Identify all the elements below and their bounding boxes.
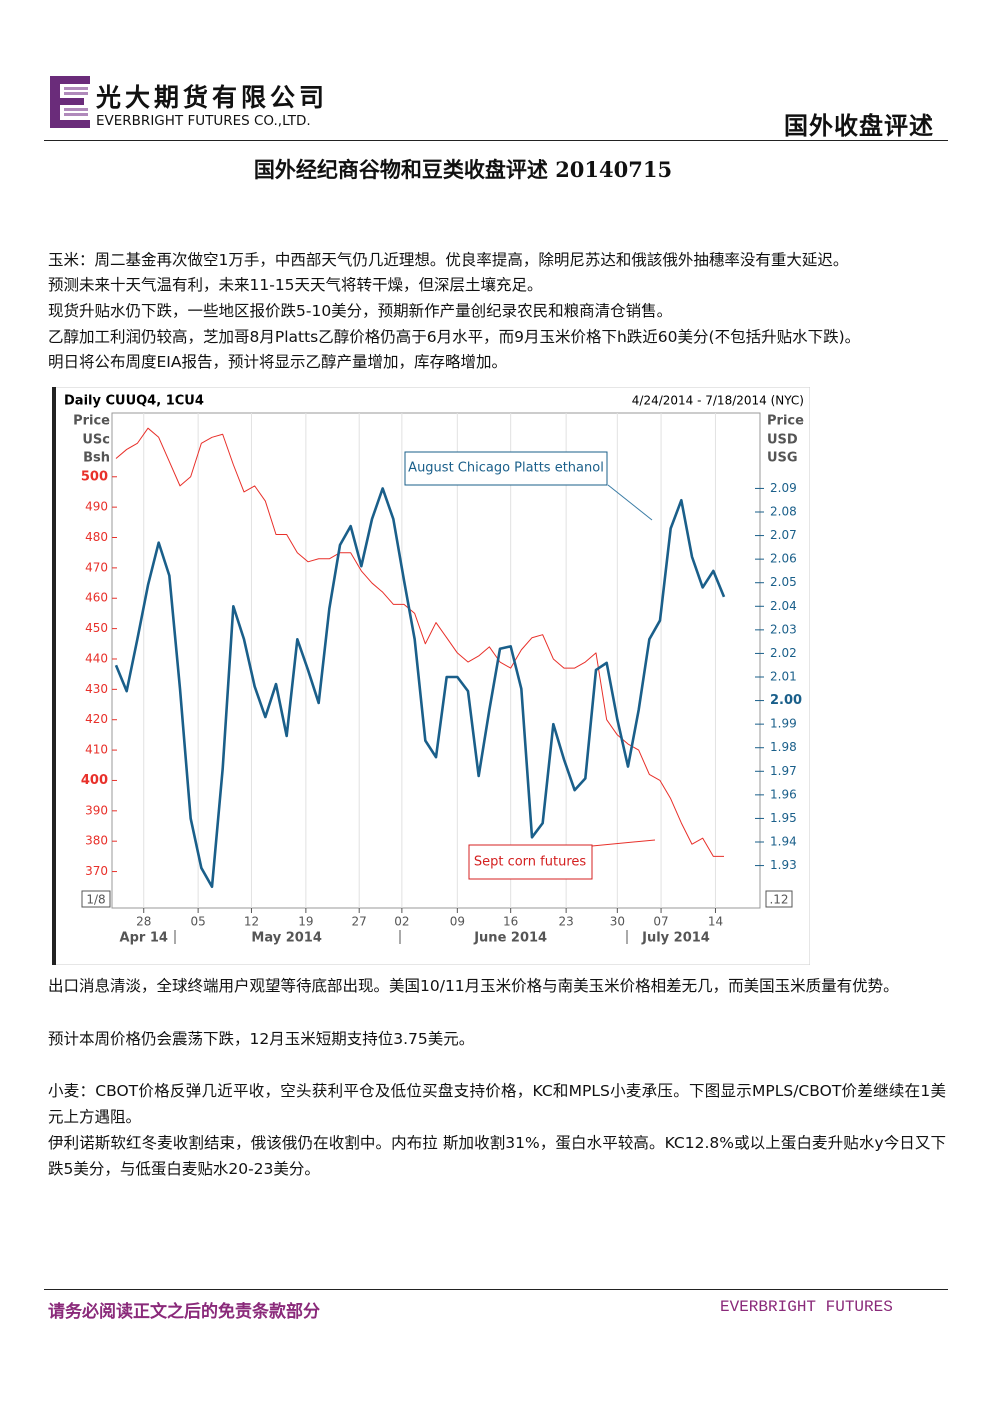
- paragraph: 出口消息清淡，全球终端用户观望等待底部出现。美国10/11月玉米价格与南美玉米价…: [48, 977, 899, 995]
- y-tick-label: 470: [85, 560, 108, 574]
- paragraph: 现货升贴水仍下跌，一些地区报价跌5-10美分，预期新作产量创纪录农民和粮商清仓销…: [48, 302, 673, 320]
- y-tick-label: 370: [85, 864, 108, 878]
- x-tick-label: 02: [394, 915, 409, 929]
- y2-tick-label: 2.04: [770, 599, 797, 613]
- y-tick-label: 430: [85, 682, 108, 696]
- y-tick-label: 480: [85, 530, 108, 544]
- x-tick-label: 30: [610, 915, 625, 929]
- y2-tick-label: 2.07: [770, 528, 797, 542]
- x-tick-label: 09: [450, 915, 465, 929]
- y-tick-label: 410: [85, 743, 108, 757]
- y-tick-label: 390: [85, 803, 108, 817]
- paragraph: 预计本周价格仍会震荡下跌，12月玉米短期支持位3.75美元。: [48, 1030, 475, 1048]
- chart-subtitle: 4/24/2014 - 7/18/2014 (NYC): [632, 394, 804, 408]
- paragraph: 伊利诺斯软红冬麦收割结束，俄该俄仍在收割中。内布拉 斯加收割31%，蛋白水平较高…: [48, 1134, 946, 1178]
- y-tick-label: 500: [81, 469, 108, 484]
- y2-tick-label: 1.93: [770, 858, 797, 872]
- y-label: USc: [82, 433, 110, 448]
- header-rule: [44, 140, 948, 141]
- month-label: June 2014: [473, 931, 547, 946]
- y2-tick-label: 2.08: [770, 505, 797, 519]
- paragraph: 小麦：CBOT价格反弹几近平收，空头获利平仓及低位买盘支持价格，KC和MPLS小…: [48, 1082, 946, 1126]
- doc-title: 国外经纪商谷物和豆类收盘评述 20140715: [253, 157, 673, 182]
- y2-tick-label: 2.05: [770, 575, 797, 589]
- x-tick-label: 07: [653, 915, 668, 929]
- y-tick-label: 400: [81, 773, 108, 788]
- x-tick-label: 19: [298, 915, 313, 929]
- y2-tick-label: 2.02: [770, 646, 797, 660]
- month-label: Apr 14: [120, 931, 168, 946]
- x-tick-label: 16: [503, 915, 518, 929]
- y2-label: USD: [767, 433, 798, 448]
- y2-tick-label: 1.99: [770, 717, 797, 731]
- paragraph: 预测未来十天气温有利，未来11-15天天气将转干燥，但深层土壤充足。: [48, 276, 543, 294]
- y-tick-label: 420: [85, 712, 108, 726]
- y-tick-label: 450: [85, 621, 108, 635]
- y2-tick-label: 2.09: [770, 481, 797, 495]
- y-label: Bsh: [83, 451, 110, 466]
- paragraph: 玉米：周二基金再次做空1万手，中西部天气仍几近理想。优良率提高，除明尼苏达和俄該…: [48, 251, 849, 269]
- month-label: May 2014: [251, 931, 322, 946]
- corner-label: 1/8: [86, 893, 105, 907]
- footer-rule: [44, 1289, 948, 1290]
- paragraph: 乙醇加工利润仍较高，芝加哥8月Platts乙醇价格仍高于6月水平，而9月玉米价格…: [48, 328, 861, 346]
- y-tick-label: 490: [85, 500, 108, 514]
- paragraph: 明日将公布周度EIA报告，预计将显示乙醇产量增加，库存略增加。: [48, 353, 507, 371]
- callout-box: [468, 844, 593, 880]
- footer-brand: EVERBRIGHT FUTURES: [720, 1298, 893, 1316]
- callout-box: [404, 451, 608, 486]
- x-tick-label: 23: [558, 915, 573, 929]
- y2-tick-label: 1.98: [770, 740, 797, 754]
- chart-title: Daily CUUQ4, 1CU4: [64, 394, 204, 409]
- y2-tick-label: 2.01: [770, 670, 797, 684]
- y2-tick-label: 1.94: [770, 835, 797, 849]
- y2-label: Price: [767, 414, 804, 429]
- x-tick-label: 05: [190, 915, 205, 929]
- annotation: August Chicago Platts ethanol: [408, 461, 604, 476]
- month-label: July 2014: [641, 931, 710, 946]
- callout-line: [607, 484, 653, 521]
- y-tick-label: 380: [85, 834, 108, 848]
- x-tick-label: 28: [136, 915, 151, 929]
- logo-icon: [50, 76, 90, 128]
- company-cn: 光大期货有限公司: [96, 83, 329, 112]
- y-tick-label: 440: [85, 651, 108, 665]
- company-en: EVERBRIGHT FUTURES CO.,LTD.: [96, 113, 311, 129]
- disclaimer: 请务必阅读正文之后的免责条款部分: [48, 1302, 320, 1322]
- y2-tick-label: 1.96: [770, 787, 797, 801]
- y2-tick-label: 1.97: [770, 764, 797, 778]
- chart: Daily CUUQ4, 1CU4 4/24/2014 - 7/18/2014 …: [52, 387, 810, 965]
- y2-tick-label: 2.06: [770, 552, 797, 566]
- x-tick-label: 14: [708, 915, 723, 929]
- annotation: Sept corn futures: [474, 855, 587, 870]
- callout-line: [591, 839, 656, 847]
- y2-tick-label: 1.95: [770, 811, 797, 825]
- y2-tick-label: 2.00: [770, 693, 802, 708]
- y2-tick-label: 2.03: [770, 622, 797, 636]
- y-tick-label: 460: [85, 591, 108, 605]
- section-title: 国外收盘评述: [784, 112, 934, 140]
- x-tick-label: 12: [244, 915, 259, 929]
- y-label: Price: [73, 414, 110, 429]
- y2-label: USG: [767, 451, 798, 466]
- corner-label: .12: [769, 893, 788, 907]
- x-tick-label: 27: [352, 915, 367, 929]
- series-line: [114, 487, 726, 889]
